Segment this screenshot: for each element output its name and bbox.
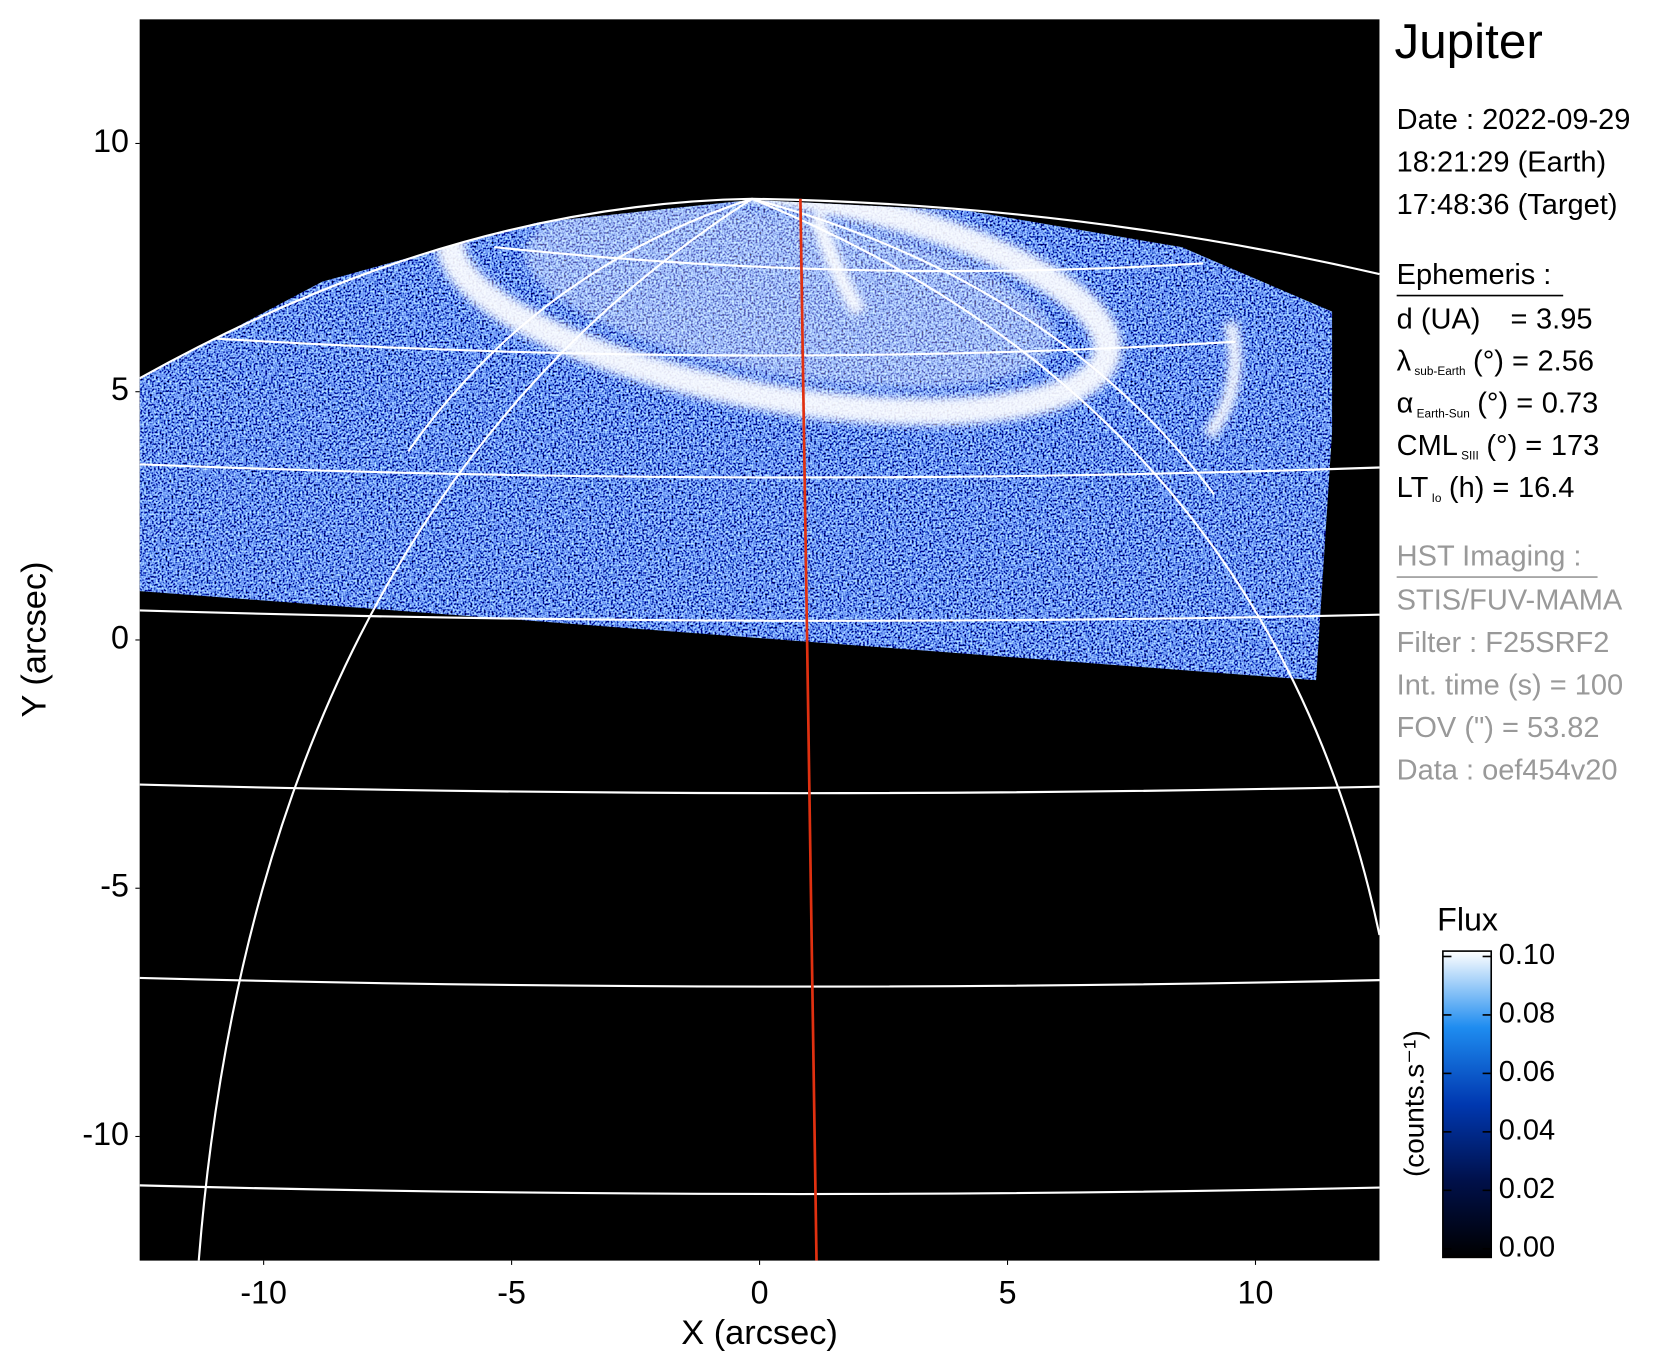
colorbar-tick-label: 0.02 xyxy=(1499,1173,1555,1205)
ephemeris-value: 16.4 xyxy=(1518,472,1574,504)
ephemeris-subscript: SIII xyxy=(1461,449,1479,463)
ephemeris-row: LT Io (h) = 16.4 xyxy=(1397,472,1575,505)
ephemeris-subscript: Io xyxy=(1432,491,1442,505)
colorbar xyxy=(1442,950,1493,1259)
ephemeris-label: LT xyxy=(1397,472,1429,504)
latitude-line xyxy=(139,976,1380,988)
y-tick-label: 0 xyxy=(111,619,129,655)
ephemeris-title: Ephemeris : xyxy=(1397,259,1552,291)
ephemeris-label: λ xyxy=(1397,345,1412,377)
instrument-line: Data : oef454v20 xyxy=(1397,754,1618,786)
y-tick-label: -10 xyxy=(82,1116,129,1152)
x-axis-label: X (arcsec) xyxy=(681,1314,838,1352)
ephemeris-value: 0.73 xyxy=(1542,387,1598,419)
latitude-line xyxy=(139,609,1380,622)
x-tick-label: -10 xyxy=(240,1275,287,1311)
x-tick-label: 5 xyxy=(999,1275,1017,1311)
colorbar-title: Flux xyxy=(1437,902,1498,938)
auroral-image xyxy=(139,199,1333,681)
central-meridian xyxy=(799,198,818,1261)
y-axis-label: Y (arcsec) xyxy=(16,561,54,717)
longitude-line xyxy=(751,197,1215,496)
ephemeris-subscript: sub-Earth xyxy=(1414,364,1465,378)
x-tick-label: 0 xyxy=(751,1275,769,1311)
y-tick-label: 10 xyxy=(93,123,129,159)
y-tick-label: -5 xyxy=(100,868,129,904)
latitude-line xyxy=(139,463,1380,479)
planet-grid xyxy=(139,197,1380,1261)
colorbar-tick-label: 0.04 xyxy=(1499,1115,1555,1147)
colorbar-tick-label: 0.10 xyxy=(1499,939,1555,971)
ephemeris-value: 2.56 xyxy=(1538,345,1594,377)
ephemeris-row: d (UA) = 3.95 xyxy=(1397,303,1593,335)
instrument-line: Filter : F25SRF2 xyxy=(1397,627,1610,659)
latitude-line xyxy=(139,1184,1380,1196)
info-line: Date : 2022-09-29 xyxy=(1397,104,1631,136)
ephemeris-unit: (°) = xyxy=(1477,387,1533,419)
info-line: 17:48:36 (Target) xyxy=(1397,189,1618,221)
longitude-line xyxy=(407,197,753,452)
ephemeris-subscript: Earth-Sun xyxy=(1417,407,1470,421)
chart-title: Jupiter xyxy=(1395,14,1543,69)
ephemeris-label: α xyxy=(1397,387,1414,419)
instrument-title: HST Imaging : xyxy=(1397,540,1582,572)
longitude-line xyxy=(197,197,753,1261)
ephemeris-unit: (h) = xyxy=(1449,472,1509,504)
ephemeris-row: CML SIII (°) = 173 xyxy=(1397,430,1600,463)
ephemeris-unit: (°) = xyxy=(1486,430,1542,462)
ephemeris-row: λ sub-Earth (°) = 2.56 xyxy=(1397,345,1594,378)
colorbar-tick-label: 0.06 xyxy=(1499,1056,1555,1088)
instrument-line: STIS/FUV-MAMA xyxy=(1397,584,1623,616)
colorbar-tick-label: 0.08 xyxy=(1499,998,1555,1030)
instrument-line: FOV (") = 53.82 xyxy=(1397,712,1600,744)
longitude-line xyxy=(751,197,1380,936)
latitude-line xyxy=(139,783,1380,795)
info-line: 18:21:29 (Earth) xyxy=(1397,147,1607,179)
latitude-line xyxy=(494,246,1204,273)
ephemeris-value: 173 xyxy=(1551,430,1599,462)
x-tick-label: 10 xyxy=(1238,1275,1274,1311)
ephemeris-row: α Earth-Sun (°) = 0.73 xyxy=(1397,387,1599,420)
ephemeris-label: CML xyxy=(1397,430,1458,462)
x-tick-label: -5 xyxy=(497,1275,526,1311)
ephemeris-value: 3.95 xyxy=(1536,303,1592,335)
latitude-line xyxy=(214,337,1236,357)
colorbar-label: (counts.s⁻¹) xyxy=(1398,1030,1429,1177)
ephemeris-unit: = xyxy=(1511,303,1528,335)
ephemeris-unit: (°) = xyxy=(1473,345,1529,377)
colorbar-tick-label: 0.00 xyxy=(1499,1231,1555,1263)
instrument-line: Int. time (s) = 100 xyxy=(1397,669,1623,701)
y-tick-label: 5 xyxy=(111,371,129,407)
ephemeris-label: d (UA) xyxy=(1397,303,1481,335)
